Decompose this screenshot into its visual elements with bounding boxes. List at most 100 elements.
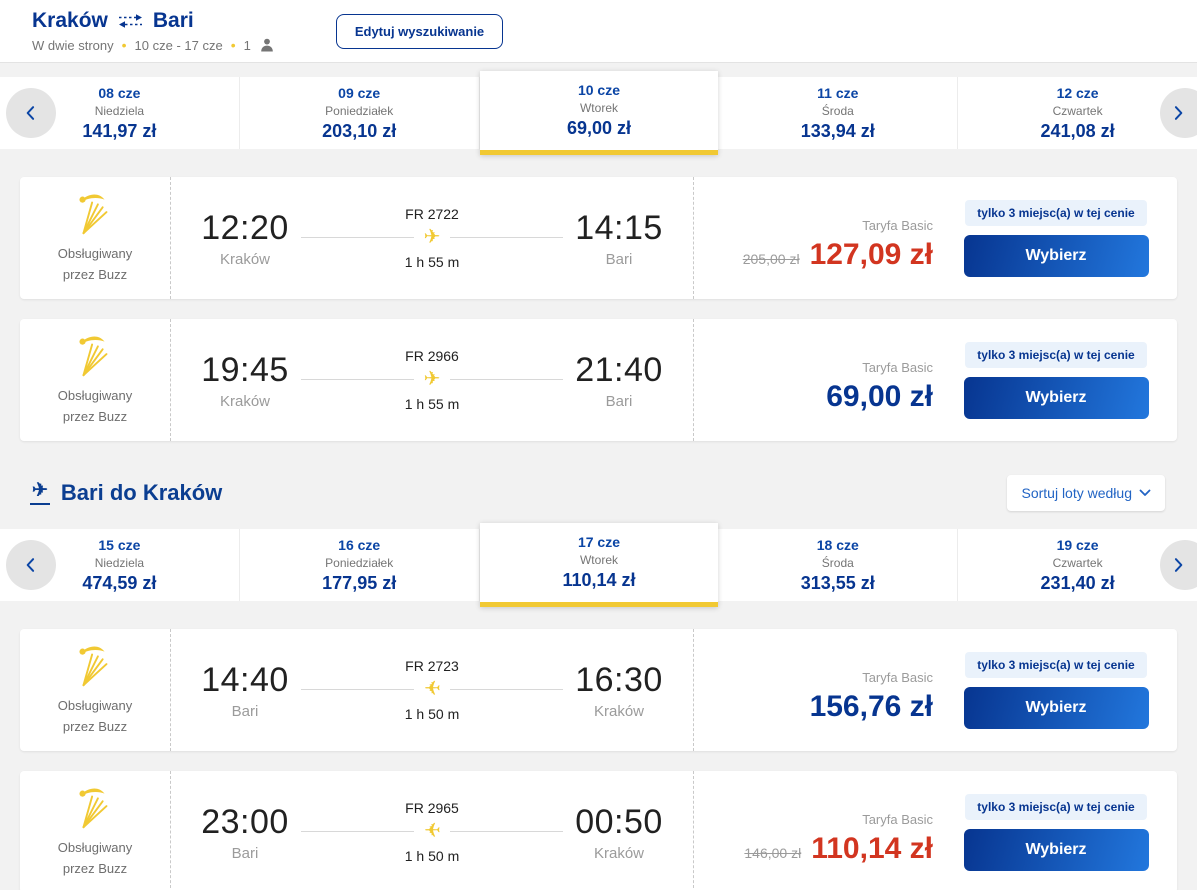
flight-route: 12:20 Kraków FR 2722 ✈ 1 h 55 m 14:15 Ba… (170, 177, 693, 299)
airline-info: Obsługiwany przez Buzz (20, 177, 170, 299)
airline-info: Obsługiwany przez Buzz (20, 629, 170, 751)
search-criteria: W dwie strony • 10 cze - 17 cze • 1 (32, 37, 274, 53)
select-flight-button[interactable]: Wybierz (963, 828, 1149, 871)
carousel-next-button[interactable] (1160, 540, 1197, 590)
arrival-block: 16:30 Kraków (571, 661, 667, 720)
select-flight-button[interactable]: Wybierz (963, 686, 1149, 729)
seats-left-badge: tylko 3 miejsc(a) w tej cenie (965, 793, 1147, 820)
flight-duration: 1 h 50 m (404, 848, 460, 864)
flight-route: 19:45 Kraków FR 2966 ✈ 1 h 55 m 21:40 Ba… (170, 319, 693, 441)
date-price: 203,10 zł (322, 120, 397, 141)
route-line (301, 688, 414, 690)
select-flight-button[interactable]: Wybierz (963, 234, 1149, 277)
flight-number: FR 2965 (405, 800, 459, 816)
ryanair-harp-logo (79, 646, 108, 687)
flight-card: Obsługiwany przez Buzz 14:40 Bari FR 272… (20, 629, 1177, 751)
plane-icon: ✈ (423, 820, 441, 842)
operated-by-label: Obsługiwany przez Buzz (57, 840, 133, 876)
plane-icon: ✈ (423, 678, 441, 700)
title-block: Kraków Bari W dwie strony • 10 cze - 17 … (32, 9, 274, 53)
route-line (301, 378, 414, 380)
date-cell[interactable]: 19 cze Czwartek 231,40 zł (958, 529, 1197, 601)
date-price: 474,59 zł (82, 572, 157, 593)
current-price: 156,76 zł (809, 690, 933, 723)
current-price: 110,14 zł (811, 832, 933, 865)
chevron-right-icon (1174, 106, 1183, 120)
cta-block: tylko 3 miejsc(a) w tej cenie Wybierz (945, 177, 1177, 299)
date-label: 08 cze (98, 84, 141, 101)
departure-city: Kraków (219, 392, 271, 410)
date-cell[interactable]: 09 cze Poniedziałek 203,10 zł (239, 77, 480, 149)
passenger-count: 1 (243, 37, 251, 53)
date-cell-selected[interactable]: 17 cze Wtorek 110,14 zł (479, 523, 719, 607)
cta-block: tylko 3 miejsc(a) w tej cenie Wybierz (945, 319, 1177, 441)
ryanair-harp-logo (79, 194, 108, 235)
return-section-title: ✈ Bari do Kraków (30, 480, 222, 506)
edit-search-button[interactable]: Edytuj wyszukiwanie (335, 13, 504, 49)
day-label: Czwartek (1052, 555, 1103, 570)
old-price: 205,00 zł (742, 251, 800, 267)
return-title-text: Bari do Kraków (60, 480, 223, 505)
date-price: 133,94 zł (800, 120, 875, 141)
arrival-block: 21:40 Bari (571, 351, 667, 410)
airline-info: Obsługiwany przez Buzz (20, 319, 170, 441)
passenger-icon (260, 38, 274, 52)
date-cell[interactable]: 18 cze Środa 313,55 zł (718, 529, 959, 601)
departure-block: 23:00 Bari (197, 803, 293, 862)
fare-type-label: Taryfa Basic (862, 670, 933, 685)
fare-type-label: Taryfa Basic (862, 812, 933, 827)
day-label: Niedziela (94, 555, 145, 570)
fare-block: Taryfa Basic 156,76 zł (693, 629, 945, 751)
flight-route: 23:00 Bari FR 2965 ✈ 1 h 50 m 00:50 Krak… (170, 771, 693, 890)
trip-type-label: W dwie strony (32, 37, 114, 53)
date-label: 15 cze (98, 536, 141, 553)
date-price: 241,08 zł (1040, 120, 1115, 141)
chevron-left-icon (26, 106, 35, 120)
date-cell[interactable]: 16 cze Poniedziałek 177,95 zł (239, 529, 480, 601)
select-flight-button[interactable]: Wybierz (963, 376, 1149, 419)
departure-time: 23:00 (201, 802, 289, 841)
carousel-prev-button[interactable] (6, 88, 56, 138)
date-cell[interactable]: 11 cze Środa 133,94 zł (718, 77, 959, 149)
day-label: Wtorek (579, 101, 618, 115)
cta-block: tylko 3 miejsc(a) w tej cenie Wybierz (945, 771, 1177, 890)
date-cell[interactable]: 12 cze Czwartek 241,08 zł (958, 77, 1197, 149)
day-label: Czwartek (1052, 103, 1103, 118)
arrival-block: 00:50 Kraków (571, 803, 667, 862)
round-trip-swap-icon (118, 14, 142, 28)
return-date-carousel: 15 cze Niedziela 474,59 zł 16 cze Ponied… (0, 523, 1197, 607)
fare-type-label: Taryfa Basic (862, 360, 933, 375)
departure-time: 12:20 (201, 208, 289, 247)
arrival-city: Kraków (593, 702, 645, 720)
flight-card: Obsługiwany przez Buzz 23:00 Bari FR 296… (20, 771, 1177, 890)
date-label: 17 cze (577, 534, 621, 550)
route-line (450, 688, 564, 690)
day-label: Środa (821, 103, 854, 118)
date-label: 18 cze (816, 536, 859, 553)
date-price: 231,40 zł (1040, 572, 1115, 593)
airline-info: Obsługiwany przez Buzz (20, 771, 170, 890)
flight-number: FR 2723 (405, 658, 459, 674)
arrival-block: 14:15 Bari (571, 209, 667, 268)
seats-left-badge: tylko 3 miejsc(a) w tej cenie (965, 199, 1147, 226)
departure-block: 14:40 Bari (197, 661, 293, 720)
operated-by-label: Obsługiwany przez Buzz (57, 388, 133, 424)
flight-duration: 1 h 50 m (404, 706, 460, 722)
flight-number: FR 2966 (405, 348, 459, 364)
old-price: 146,00 zł (744, 845, 802, 861)
departure-city: Bari (231, 702, 259, 720)
date-label: 11 cze (817, 84, 859, 101)
day-label: Poniedziałek (325, 555, 394, 570)
fare-block: Taryfa Basic 205,00 zł 127,09 zł (693, 177, 945, 299)
route-line (450, 378, 564, 380)
date-cell-selected[interactable]: 10 cze Wtorek 69,00 zł (479, 71, 719, 155)
cta-block: tylko 3 miejsc(a) w tej cenie Wybierz (945, 629, 1177, 751)
flight-mid-info: FR 2723 ✈ 1 h 50 m (301, 658, 564, 722)
flight-mid-info: FR 2965 ✈ 1 h 50 m (301, 800, 564, 864)
carousel-next-button[interactable] (1160, 88, 1197, 138)
ryanair-harp-logo (79, 336, 108, 377)
sort-flights-dropdown[interactable]: Sortuj loty według (1007, 475, 1165, 511)
carousel-prev-button[interactable] (6, 540, 56, 590)
plane-takeoff-icon: ✈ (30, 479, 50, 505)
fare-block: Taryfa Basic 146,00 zł 110,14 zł (693, 771, 945, 890)
